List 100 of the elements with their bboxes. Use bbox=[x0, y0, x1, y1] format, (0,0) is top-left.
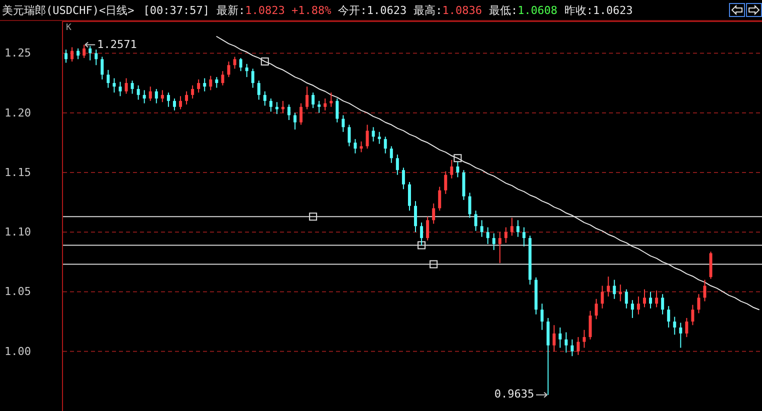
annotation: K bbox=[66, 23, 72, 33]
candlestick bbox=[606, 276, 610, 298]
candlestick bbox=[396, 154, 399, 176]
candlestick bbox=[64, 49, 68, 64]
candlestick bbox=[679, 322, 682, 348]
candlestick bbox=[172, 98, 176, 111]
candlestick bbox=[504, 226, 508, 244]
candlestick bbox=[588, 310, 592, 340]
candlestick bbox=[281, 100, 284, 114]
candlestick bbox=[402, 167, 405, 190]
candlestick bbox=[88, 46, 92, 61]
candlestick bbox=[330, 92, 333, 108]
candlestick bbox=[300, 102, 303, 126]
candlestick bbox=[251, 68, 254, 88]
candlestick bbox=[372, 126, 375, 142]
candlestick bbox=[378, 131, 381, 144]
candlestick bbox=[318, 100, 321, 114]
candlestick bbox=[600, 285, 604, 309]
candlestick bbox=[324, 98, 327, 111]
candlestick bbox=[594, 298, 598, 320]
candlestick bbox=[558, 327, 562, 348]
candlestick bbox=[287, 104, 290, 120]
candlestick bbox=[154, 88, 158, 104]
candlestick bbox=[570, 338, 574, 357]
candlestick bbox=[94, 49, 98, 66]
candlestick bbox=[564, 332, 568, 354]
candlestick bbox=[275, 102, 278, 115]
candlestick bbox=[124, 78, 128, 94]
text: [00:37:57] bbox=[143, 4, 210, 17]
candlestick bbox=[438, 186, 442, 212]
candlestick bbox=[118, 81, 122, 97]
candlestick bbox=[667, 306, 670, 328]
y-tick-label: 1.15 bbox=[4, 166, 31, 179]
candlestick bbox=[426, 216, 430, 241]
y-tick-label: 1.00 bbox=[4, 344, 31, 358]
candlestick bbox=[408, 182, 411, 212]
candlestick bbox=[130, 80, 134, 94]
line-series bbox=[216, 36, 760, 310]
candlestick bbox=[414, 200, 418, 233]
candlestick bbox=[697, 294, 700, 314]
candlestick bbox=[456, 161, 460, 178]
candlestick bbox=[510, 217, 514, 236]
candlestick bbox=[474, 210, 478, 232]
candlestick bbox=[390, 146, 393, 164]
annotation: 0.9635 bbox=[494, 387, 534, 400]
candlestick bbox=[649, 291, 652, 309]
candlestick bbox=[106, 69, 110, 88]
text: 最低:1.0608 bbox=[488, 4, 558, 17]
candlestick bbox=[630, 300, 634, 318]
candlestick bbox=[420, 222, 424, 246]
candlestick bbox=[203, 78, 206, 92]
candlestick bbox=[691, 304, 694, 326]
candlestick bbox=[522, 226, 526, 247]
candlestick bbox=[582, 329, 586, 348]
candlestick bbox=[112, 78, 116, 94]
candlestick bbox=[661, 294, 664, 315]
candlestick bbox=[197, 78, 200, 94]
candlestick bbox=[148, 86, 152, 102]
candlestick bbox=[209, 75, 212, 91]
candlestick bbox=[450, 159, 454, 179]
point bbox=[418, 241, 426, 250]
point bbox=[260, 58, 269, 66]
candlestick bbox=[269, 98, 272, 112]
candlestick bbox=[552, 324, 556, 352]
candlestick bbox=[516, 220, 520, 238]
candlestick bbox=[498, 232, 502, 264]
candlestick bbox=[618, 284, 622, 302]
candlestick bbox=[70, 46, 74, 62]
candlestick bbox=[612, 279, 616, 300]
candlestick bbox=[76, 48, 80, 60]
candlestick bbox=[191, 84, 194, 100]
point bbox=[454, 154, 462, 162]
candlestick bbox=[360, 140, 363, 153]
candlestick bbox=[263, 90, 266, 106]
candlestick bbox=[142, 90, 146, 104]
candlestick bbox=[366, 124, 369, 150]
y-tick-label: 1.05 bbox=[4, 285, 31, 298]
candlestick bbox=[136, 84, 140, 100]
candlestick bbox=[82, 44, 86, 58]
chart-title: 美元瑞郎(USDCHF)<日线> bbox=[2, 4, 135, 17]
candlestick bbox=[312, 92, 315, 109]
candlestick bbox=[576, 336, 580, 356]
candlestick bbox=[179, 96, 182, 110]
candlestick bbox=[624, 288, 628, 309]
candlestick bbox=[384, 136, 387, 154]
candlestick bbox=[233, 56, 236, 70]
text: 最新:1.0823 +1.88% bbox=[216, 4, 332, 17]
candlestick bbox=[245, 63, 248, 78]
text: 昨收:1.0623 bbox=[564, 4, 633, 17]
candlestick bbox=[655, 290, 658, 308]
candlestick bbox=[492, 232, 496, 250]
candlestick bbox=[540, 303, 544, 330]
text: 今开:1.0623 bbox=[338, 4, 407, 17]
candlestick bbox=[239, 57, 242, 72]
candlestick bbox=[293, 112, 296, 130]
candlestick bbox=[673, 316, 676, 336]
candlestick bbox=[468, 192, 472, 218]
candlestick bbox=[348, 124, 351, 147]
y-tick-label: 1.10 bbox=[4, 226, 31, 239]
candlestick bbox=[709, 251, 712, 280]
